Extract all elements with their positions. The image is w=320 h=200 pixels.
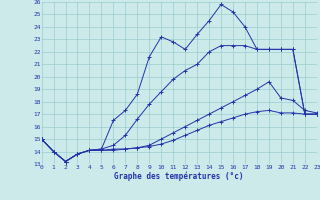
X-axis label: Graphe des températures (°c): Graphe des températures (°c) [115,171,244,181]
